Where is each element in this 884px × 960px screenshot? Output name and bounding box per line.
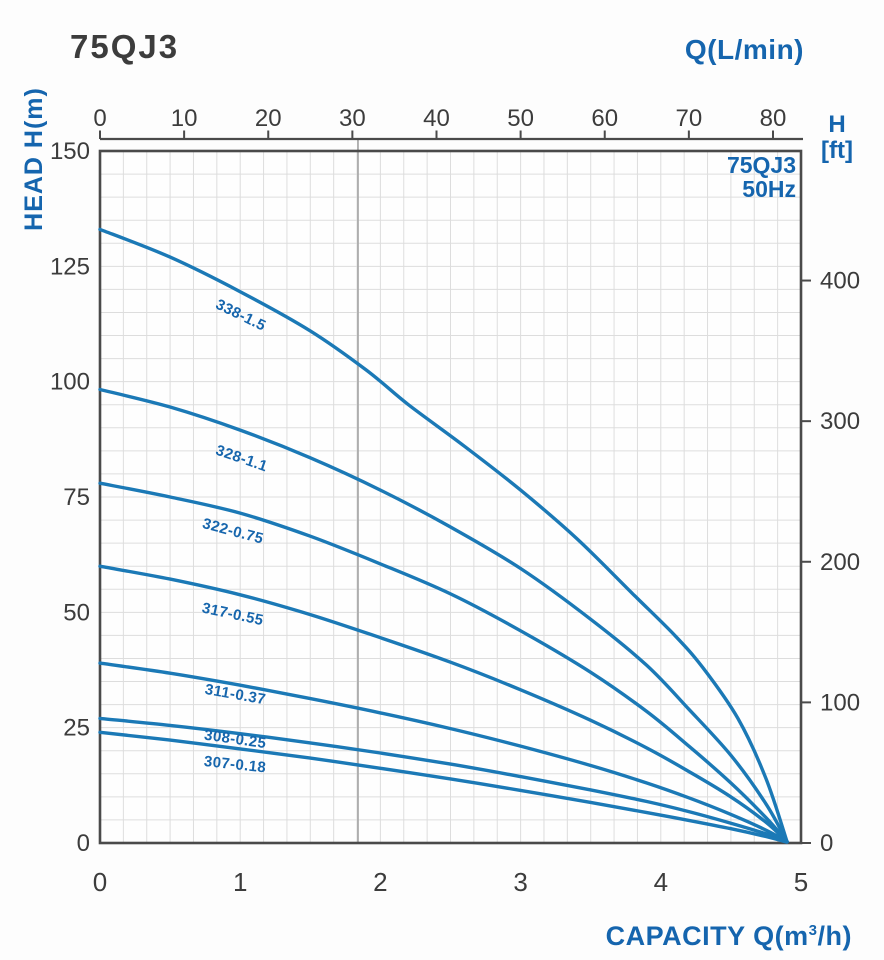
page-title: 75QJ3 <box>70 28 180 65</box>
pump-curve <box>98 564 789 844</box>
curve-label: 307-0.18 <box>203 753 267 776</box>
bottom-axis-title-suffix: /h) <box>817 921 852 951</box>
top-axis-tick-label: 70 <box>676 105 703 132</box>
left-axis-tick-label: 0 <box>77 830 90 857</box>
bottom-axis-tick-label: 2 <box>373 867 387 897</box>
left-axis-title: HEAD H(m) <box>20 87 48 231</box>
bottom-axis-tick-label: 5 <box>794 867 808 897</box>
top-axis-tick-label: 30 <box>339 105 366 132</box>
legend-model: 75QJ3 <box>726 152 796 178</box>
top-axis-tick-label: 60 <box>591 105 618 132</box>
right-axis-tick-label: 400 <box>820 268 860 295</box>
top-axis-tick-label: 0 <box>93 105 106 132</box>
bottom-axis-tick-label: 1 <box>233 867 247 897</box>
top-axis-tick-label: 40 <box>423 105 450 132</box>
right-axis-title-line1: H <box>828 111 846 138</box>
pump-curve <box>98 661 789 844</box>
bottom-axis-tick-label: 3 <box>513 867 527 897</box>
pump-curve <box>98 730 789 844</box>
right-axis-tick-label: 300 <box>820 408 860 435</box>
bottom-axis-tick-label: 4 <box>654 867 668 897</box>
left-axis-tick-label: 125 <box>50 253 90 280</box>
plot-border <box>98 149 803 845</box>
bottom-axis-title-prefix: CAPACITY Q(m <box>605 921 809 951</box>
chart-legend: 75QJ3 50Hz <box>676 153 796 201</box>
pump-curve <box>98 387 789 844</box>
left-axis-tick-label: 25 <box>63 715 90 742</box>
left-axis-tick-label: 150 <box>50 138 90 165</box>
bottom-axis-tick-label: 0 <box>93 867 107 897</box>
top-axis-tick-label: 20 <box>255 105 282 132</box>
right-axis-title-line2: [ft] <box>821 137 853 164</box>
left-axis-tick-label: 100 <box>50 369 90 396</box>
top-axis-title: Q(L/min) <box>684 34 804 65</box>
left-axis-tick-label: 50 <box>63 599 90 626</box>
pump-curve <box>98 481 789 844</box>
pump-curve <box>98 227 789 844</box>
right-axis-tick-label: 200 <box>820 549 860 576</box>
right-axis-tick-label: 100 <box>820 689 860 716</box>
right-axis-tick-label: 0 <box>820 830 833 857</box>
legend-frequency: 50Hz <box>742 176 796 202</box>
pump-curve <box>98 716 789 844</box>
left-axis-tick-label: 75 <box>63 484 90 511</box>
top-axis-tick-label: 80 <box>760 105 787 132</box>
right-axis-title: H [ft] <box>810 112 864 164</box>
bottom-axis-title-sup: 3 <box>808 922 818 939</box>
top-axis-tick-label: 10 <box>171 105 198 132</box>
top-axis-tick-label: 50 <box>507 105 534 132</box>
bottom-axis-title: CAPACITY Q(m3/h) <box>606 921 852 952</box>
